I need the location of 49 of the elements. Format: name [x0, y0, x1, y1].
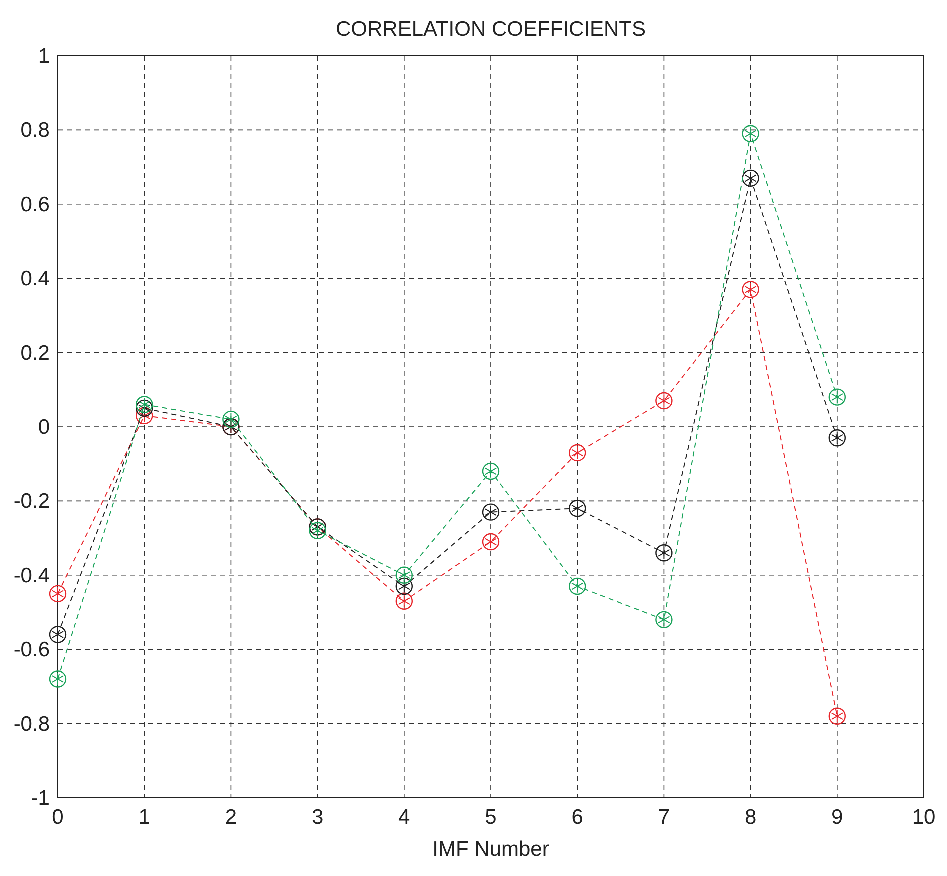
point [656, 611, 673, 629]
point [828, 430, 846, 447]
x-tick-label: 5 [485, 806, 497, 829]
point [222, 410, 240, 428]
point [828, 708, 846, 725]
point [742, 281, 760, 298]
point [656, 392, 673, 410]
point [396, 592, 413, 610]
x-tick-label: 2 [225, 806, 238, 829]
y-tick-label: 0.4 [20, 268, 50, 291]
chart-title: CORRELATION COEFFICIENTS [336, 18, 646, 41]
point [828, 388, 846, 406]
y-tick-label: 0.8 [20, 119, 50, 142]
x-tick-label: 8 [744, 806, 757, 829]
point [136, 407, 154, 424]
point [482, 504, 500, 521]
y-tick-label: -0.4 [14, 564, 50, 588]
x-tick-label: 10 [912, 806, 936, 829]
x-axis-title: IMF Number [432, 838, 550, 861]
point [482, 533, 500, 551]
point [569, 578, 586, 596]
x-tick-label: 7 [658, 806, 670, 829]
y-tick-label: -0.8 [14, 712, 50, 736]
point [49, 585, 67, 603]
y-tick-label: 0.2 [20, 342, 50, 365]
point [49, 670, 67, 688]
y-tick-label: 0 [38, 416, 50, 439]
y-tick-label: -0.6 [14, 638, 50, 662]
x-tick-label: 4 [398, 806, 411, 829]
point [656, 544, 673, 562]
y-tick-label: -1 [31, 787, 50, 810]
point [742, 125, 760, 143]
y-tick-label: -0.2 [14, 490, 50, 514]
x-tick-label: 3 [312, 806, 324, 829]
x-tick-label: 9 [832, 806, 844, 829]
point [49, 626, 67, 644]
point [396, 566, 413, 584]
y-tick-label: 0.6 [20, 193, 50, 216]
x-tick-label: 1 [138, 806, 150, 829]
point [482, 462, 500, 480]
point [569, 500, 586, 518]
y-tick-label: 1 [38, 45, 50, 68]
point [569, 444, 586, 462]
point [396, 578, 413, 596]
point [309, 522, 326, 540]
point [136, 400, 154, 418]
point [742, 170, 760, 188]
x-tick-label: 6 [572, 806, 584, 829]
point [136, 396, 154, 414]
